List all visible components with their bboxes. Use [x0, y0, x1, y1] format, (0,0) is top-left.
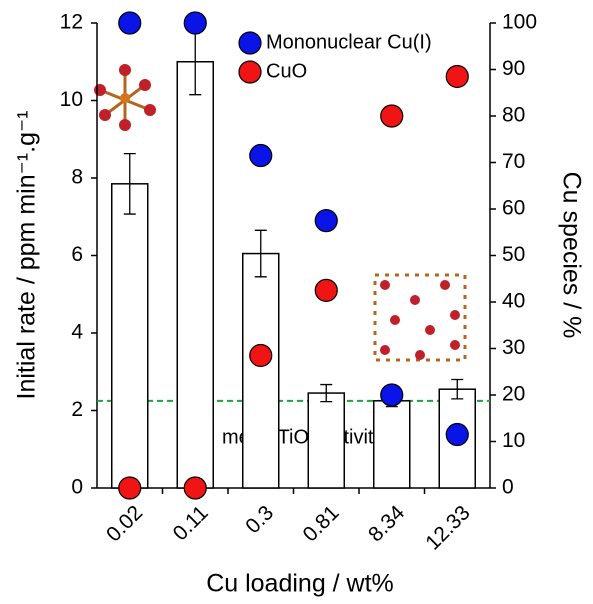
y2-tick-label: 0: [502, 476, 514, 499]
y2-axis-title: Cu species / %: [557, 172, 585, 339]
bar: [242, 252, 280, 489]
y-tick-label: 4: [71, 321, 83, 344]
point: [445, 64, 469, 89]
y2-tick-label: 10: [502, 429, 525, 452]
point: [183, 476, 207, 500]
error-bar: [451, 378, 464, 400]
y-tick-label: 12: [60, 11, 83, 34]
y2-tick-label: 60: [502, 197, 525, 220]
y2-tick-label: 40: [502, 290, 525, 313]
y2-tick-label: 100: [502, 11, 537, 34]
error-bar: [123, 152, 136, 215]
x-tick-label: 0.3: [241, 501, 278, 538]
point: [249, 143, 273, 168]
legend-label: Mononuclear Cu(I): [266, 31, 432, 53]
lattice-icon: [373, 273, 467, 362]
point: [380, 383, 404, 407]
y2-tick-label: 80: [502, 104, 525, 127]
y2-tick-label: 30: [502, 336, 525, 359]
legend-marker: [238, 31, 262, 55]
point: [445, 422, 469, 447]
point: [249, 343, 273, 368]
y2-tick-label: 50: [502, 243, 525, 266]
error-bar: [320, 383, 333, 403]
point: [380, 104, 404, 128]
point: [183, 11, 207, 35]
bar: [111, 183, 149, 489]
y-tick-label: 6: [71, 243, 83, 266]
bar: [373, 400, 411, 489]
error-bar: [254, 229, 267, 278]
y2-tick-label: 90: [502, 57, 525, 80]
crystal-icon: [94, 64, 156, 131]
legend-label: CuO: [266, 60, 307, 82]
legend-marker: [238, 60, 262, 84]
y-tick-label: 0: [71, 476, 83, 499]
x-tick-label: 12.33: [421, 501, 474, 554]
x-tick-label: 8.34: [364, 501, 409, 546]
y2-tick-label: 20: [502, 383, 525, 406]
y-tick-label: 10: [60, 88, 83, 111]
x-tick-label: 0.81: [299, 501, 344, 546]
x-tick-label: 0.02: [102, 501, 147, 546]
y2-tick-label: 70: [502, 150, 525, 173]
y-axis-title: Initial rate / ppm min⁻¹.g⁻¹: [13, 111, 41, 400]
point: [314, 278, 338, 302]
x-axis-title: Cu loading / wt%: [206, 570, 394, 598]
point: [118, 476, 142, 500]
x-tick-label: 0.11: [169, 501, 213, 545]
bar: [176, 61, 214, 489]
point: [118, 11, 142, 35]
y-tick-label: 8: [71, 166, 83, 189]
bar: [307, 392, 345, 489]
point: [314, 209, 338, 233]
y-tick-label: 2: [71, 398, 83, 421]
